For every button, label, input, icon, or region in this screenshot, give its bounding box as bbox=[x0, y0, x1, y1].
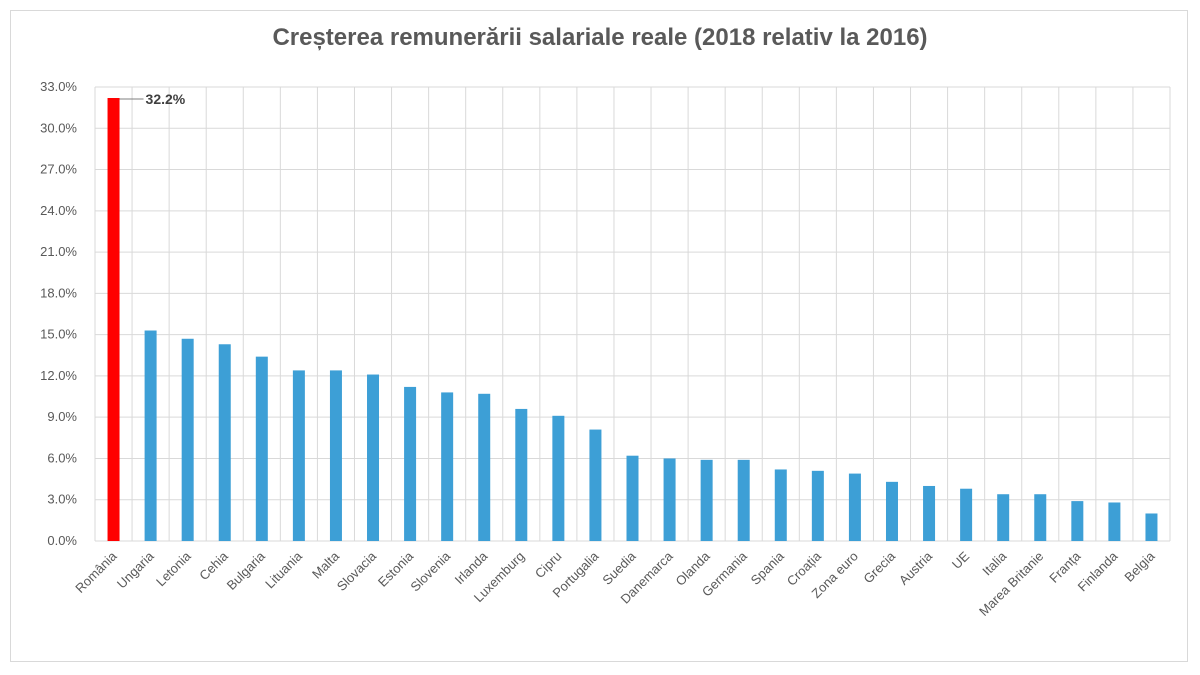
bar-croația bbox=[811, 470, 824, 541]
chart-title: Creșterea remunerării salariale reale (2… bbox=[272, 24, 928, 51]
category-label: Belgia bbox=[1121, 548, 1158, 585]
y-tick-label: 6.0% bbox=[47, 450, 77, 465]
bar-spania bbox=[774, 469, 787, 541]
data-label-romania: 32.2% bbox=[146, 91, 186, 107]
bar-luxemburg bbox=[515, 408, 528, 541]
bar-marea-britanie bbox=[1034, 494, 1047, 541]
bar-italia bbox=[997, 494, 1010, 541]
category-label: Finlanda bbox=[1075, 548, 1121, 594]
bar-estonia bbox=[404, 386, 417, 541]
bar-letonia bbox=[181, 338, 194, 541]
bar-cehia bbox=[218, 344, 231, 541]
chart-frame bbox=[10, 10, 1188, 662]
category-label: Ungaria bbox=[114, 548, 157, 591]
category-label: Grecia bbox=[860, 548, 898, 586]
bar-zona-euro bbox=[848, 473, 861, 541]
bar-malta bbox=[329, 370, 342, 541]
y-tick-label: 27.0% bbox=[40, 162, 77, 177]
y-tick-label: 12.0% bbox=[40, 368, 77, 383]
bar-slovacia bbox=[367, 374, 380, 541]
bar-finlanda bbox=[1108, 502, 1121, 541]
y-tick-label: 24.0% bbox=[40, 203, 77, 218]
category-label: Bulgaria bbox=[224, 548, 269, 593]
bar-slovenia bbox=[441, 392, 454, 541]
y-tick-label: 0.0% bbox=[47, 533, 77, 548]
y-tick-label: 15.0% bbox=[40, 327, 77, 342]
bar-irlanda bbox=[478, 393, 491, 541]
category-label: Spania bbox=[748, 548, 788, 588]
category-label: Malta bbox=[309, 548, 343, 582]
y-tick-label: 21.0% bbox=[40, 244, 77, 259]
bar-ungaria bbox=[144, 330, 157, 541]
category-label: Slovacia bbox=[334, 548, 380, 594]
bar-bulgaria bbox=[255, 356, 268, 541]
category-label: UE bbox=[949, 548, 973, 572]
category-label: Marea Britanie bbox=[976, 549, 1046, 619]
category-label: Lituania bbox=[262, 548, 305, 591]
bar-danemarca bbox=[663, 458, 676, 541]
category-label: Letonia bbox=[153, 548, 194, 589]
category-label: Cipru bbox=[532, 549, 565, 582]
bar-suedia bbox=[626, 455, 639, 541]
bar-românia bbox=[107, 98, 120, 542]
y-tick-label: 30.0% bbox=[40, 120, 77, 135]
y-tick-label: 3.0% bbox=[47, 492, 77, 507]
bar-germania bbox=[737, 459, 750, 541]
bar-belgia bbox=[1145, 513, 1158, 541]
bar-cipru bbox=[552, 415, 565, 541]
y-tick-label: 18.0% bbox=[40, 285, 77, 300]
y-tick-label: 9.0% bbox=[47, 409, 77, 424]
category-label: Cehia bbox=[196, 548, 231, 583]
bar-austria bbox=[923, 485, 936, 541]
category-label: România bbox=[72, 548, 120, 596]
bar-olanda bbox=[700, 459, 713, 541]
bar-lituania bbox=[292, 370, 305, 541]
category-label: Austria bbox=[896, 548, 936, 588]
category-label: Slovenia bbox=[407, 548, 453, 594]
bar-portugalia bbox=[589, 429, 602, 541]
bar-ue bbox=[960, 488, 973, 541]
category-label: Italia bbox=[979, 548, 1010, 579]
bar-franța bbox=[1071, 501, 1084, 541]
y-tick-label: 33.0% bbox=[40, 79, 77, 94]
bar-grecia bbox=[885, 481, 898, 541]
